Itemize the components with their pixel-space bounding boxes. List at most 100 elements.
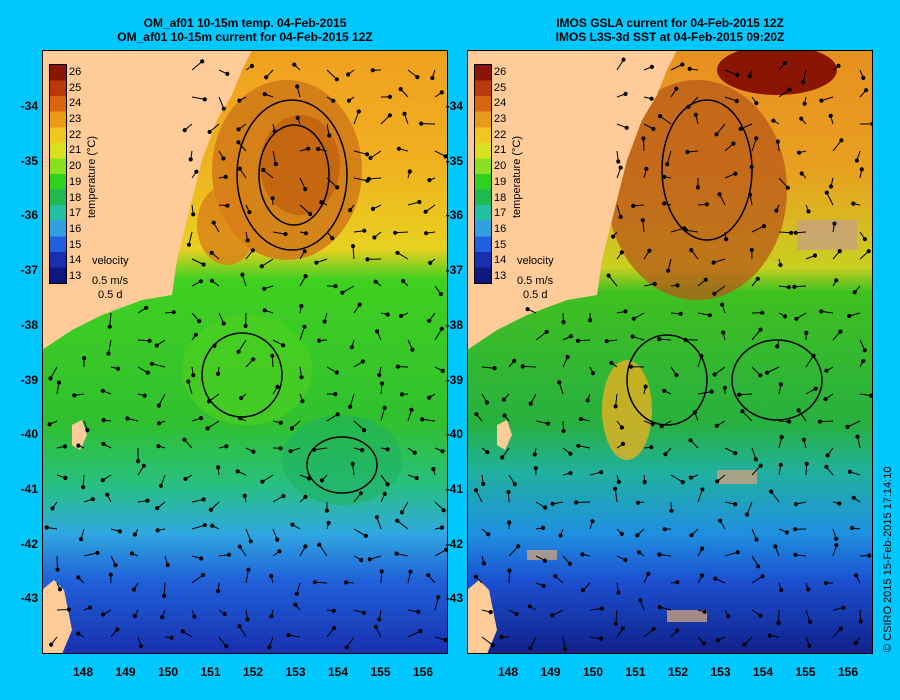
- velocity-arrow-head: [715, 638, 720, 643]
- velocity-arrow-head: [858, 619, 863, 624]
- lon-tick-left: 154: [327, 665, 349, 679]
- right-panel-title: IMOS GSLA current for 04-Feb-2015 12Z IM…: [467, 16, 873, 44]
- velocity-arrow-head: [415, 75, 420, 80]
- velocity-arrow-head: [407, 169, 412, 174]
- velocity-arrow-head: [761, 224, 767, 229]
- colorbar-tick-right: 22: [494, 128, 507, 141]
- velocity-arrow: [313, 447, 328, 451]
- velocity-arrow-head: [335, 412, 340, 417]
- velocity-arrow: [724, 551, 738, 557]
- velocity-arrow: [109, 312, 112, 327]
- velocity-arrow: [326, 69, 338, 80]
- lat-tick-left: -41: [20, 481, 38, 496]
- velocity-arrow-head: [724, 237, 729, 242]
- velocity-arrow-head: [590, 371, 596, 376]
- velocity-arrow-head: [169, 635, 174, 640]
- velocity-arrow-head: [824, 464, 829, 469]
- velocity-arrow-head: [322, 319, 327, 324]
- velocity-arrow: [847, 420, 861, 428]
- velocity-arrow-head: [488, 610, 493, 615]
- velocity-arrow-head: [721, 330, 726, 335]
- velocity-arrow-head: [303, 231, 309, 236]
- colorbar-tick-right: 17: [494, 207, 507, 220]
- velocity-arrow: [191, 524, 206, 530]
- velocity-arrow-head: [206, 399, 211, 404]
- velocity-arrow-head: [850, 525, 855, 531]
- velocity-arrow-head: [436, 595, 441, 600]
- velocity-arrow-head: [302, 324, 307, 329]
- velocity-arrow-head: [277, 549, 282, 554]
- lon-tick-left: 152: [242, 665, 264, 679]
- velocity-arrow: [188, 231, 193, 245]
- velocity-arrow-head: [208, 507, 213, 512]
- velocity-arrow-head: [662, 527, 667, 532]
- velocity-arrow-head: [864, 88, 869, 93]
- velocity-arrow-head: [558, 533, 563, 538]
- velocity-arrow-head: [700, 546, 705, 551]
- velocity-arrow-head: [847, 313, 852, 319]
- velocity-arrow-head: [131, 587, 137, 592]
- velocity-key-speed-right: 0.5 m/s: [517, 275, 554, 287]
- velocity-arrow-head: [711, 260, 716, 265]
- velocity-arrow-head: [794, 316, 799, 321]
- velocity-arrow-head: [806, 587, 811, 592]
- colorbar-tick-right: 25: [494, 81, 507, 94]
- velocity-arrow: [349, 393, 355, 407]
- velocity-arrow-head: [647, 248, 652, 253]
- velocity-arrow-head: [713, 576, 718, 581]
- velocity-arrow-head: [394, 551, 399, 556]
- velocity-arrow-head: [720, 302, 725, 307]
- velocity-arrow-head: [674, 628, 680, 633]
- velocity-arrow: [239, 625, 247, 638]
- velocity-arrow-head: [302, 249, 307, 254]
- velocity-arrow: [218, 96, 225, 109]
- velocity-arrow-head: [212, 343, 217, 348]
- velocity-arrow: [766, 366, 780, 374]
- velocity-arrow-head: [399, 510, 405, 515]
- velocity-arrow-head: [543, 505, 548, 510]
- velocity-arrow-head: [188, 157, 193, 162]
- velocity-arrow-head: [382, 491, 387, 496]
- velocity-arrow-head: [776, 621, 781, 626]
- velocity-arrow: [434, 328, 443, 341]
- velocity-arrow-head: [563, 647, 568, 652]
- velocity-arrow-head: [162, 593, 167, 599]
- velocity-arrow-head: [299, 375, 304, 380]
- velocity-arrow-head: [398, 313, 404, 319]
- velocity-arrow-head: [838, 329, 843, 334]
- velocity-arrow-head: [145, 498, 150, 503]
- velocity-arrow-head: [236, 140, 241, 145]
- velocity-arrow-head: [550, 501, 555, 506]
- velocity-arrow: [272, 231, 286, 235]
- velocity-arrow-head: [418, 629, 423, 634]
- velocity-arrow-head: [193, 332, 198, 337]
- velocity-arrow-head: [714, 132, 719, 137]
- velocity-key-title-left: velocity: [92, 255, 129, 267]
- velocity-arrow-head: [154, 343, 159, 348]
- lon-tick-right: 154: [752, 665, 774, 679]
- velocity-arrow: [714, 366, 726, 375]
- velocity-arrow-head: [688, 438, 693, 443]
- velocity-arrow-head: [616, 590, 621, 595]
- velocity-arrow-head: [824, 190, 829, 195]
- velocity-arrow-head: [82, 356, 87, 361]
- velocity-arrow-head: [712, 291, 717, 296]
- velocity-arrow-head: [370, 68, 375, 73]
- velocity-arrow-head: [771, 118, 776, 123]
- velocity-arrow-head: [604, 339, 609, 344]
- velocity-arrow-head: [731, 141, 736, 146]
- velocity-arrow-head: [567, 561, 573, 566]
- velocity-arrow-head: [778, 262, 783, 268]
- velocity-arrow-head: [854, 158, 859, 163]
- velocity-arrow-head: [57, 587, 63, 592]
- velocity-arrow-head: [813, 386, 818, 391]
- velocity-arrow-head: [362, 228, 367, 233]
- velocity-arrow-head: [374, 515, 379, 520]
- lon-tick-right: 155: [795, 665, 816, 679]
- velocity-arrow-head: [637, 550, 642, 555]
- velocity-arrow-head: [210, 523, 215, 528]
- velocity-arrow-head: [704, 202, 709, 207]
- velocity-arrow-head: [303, 544, 308, 549]
- velocity-arrow-head: [662, 201, 667, 206]
- velocity-arrow: [352, 246, 355, 260]
